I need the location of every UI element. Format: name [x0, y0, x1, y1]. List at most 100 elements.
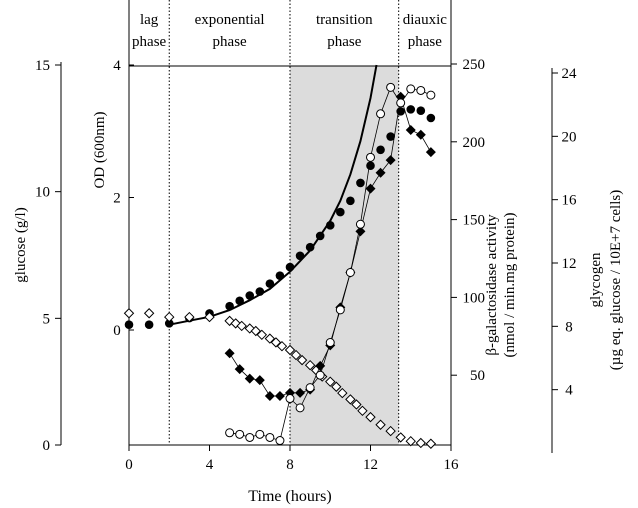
galactosidase-point	[325, 338, 335, 348]
glucose-point	[290, 349, 302, 361]
glucose-point	[345, 394, 356, 405]
axes: 0 4 8 12 16 Time (hours) 0 5 10 15 glucose (g/l) 0 2…	[13, 57, 624, 505]
x-tick-label: 0	[125, 457, 133, 473]
glycogen-point	[405, 125, 416, 135]
galactosidase-point	[305, 383, 315, 393]
glucose-tick-label: 15	[35, 58, 50, 74]
galactosidase-point	[386, 82, 396, 92]
glucose-point	[365, 411, 376, 423]
galactosidase-point	[285, 394, 295, 404]
series-marks	[123, 64, 437, 449]
glucose-tick-label: 5	[43, 311, 51, 327]
phase-label: diauxic	[403, 12, 447, 28]
glucose-point	[270, 337, 282, 348]
od-point	[164, 319, 174, 328]
galactosidase-axis-unit: (nmol / min.mg protein)	[502, 213, 518, 358]
od-tick-label: 0	[113, 323, 121, 339]
glycogen-point	[355, 226, 366, 237]
x-axis-title: Time (hours)	[248, 488, 331, 505]
glycogen-point	[244, 373, 255, 384]
galactosidase-point	[275, 436, 285, 446]
glucose-point	[256, 329, 268, 341]
od-point	[406, 105, 416, 114]
glycogen-tick-label: 8	[565, 319, 573, 335]
galactosidase-tick-label: 250	[463, 57, 486, 73]
od-point	[144, 320, 154, 330]
phase-labels: lag phase exponential phase transition phase d…	[132, 12, 447, 50]
x-tick-label: 16	[444, 457, 460, 473]
glucose-point	[375, 419, 386, 430]
phase-label: phase	[327, 34, 361, 50]
phase-label: phase	[408, 34, 442, 50]
glucose-point	[236, 320, 247, 332]
glucose-tick-label: 10	[35, 185, 50, 201]
glucose-point	[351, 399, 362, 410]
phase-label: phase	[132, 34, 166, 50]
phase-label: exponential	[195, 12, 265, 28]
glycogen-point	[415, 129, 426, 140]
glucose-axis-title: glucose (g/l)	[13, 207, 29, 282]
glucose-point	[143, 308, 155, 319]
glycogen-point	[425, 147, 436, 158]
glucose-point	[357, 405, 368, 417]
od-point	[245, 291, 255, 300]
phase-label: phase	[213, 34, 247, 50]
galactosidase-point	[265, 432, 275, 442]
od-point	[285, 262, 295, 272]
glycogen-tick-label: 20	[562, 129, 577, 145]
galactosidase-tick-label: 50	[470, 368, 485, 384]
glucose-point	[331, 381, 342, 392]
od-point	[124, 320, 134, 330]
od-tick-label: 2	[113, 191, 121, 207]
galactosidase-point	[315, 370, 325, 380]
galactosidase-tick-label: 200	[463, 135, 486, 151]
galactosidase-point	[426, 90, 436, 100]
glucose-point	[250, 325, 261, 337]
od-point	[366, 161, 375, 170]
glycogen-point	[224, 348, 235, 359]
glycogen-tick-label: 12	[562, 256, 577, 272]
galactosidase-point	[376, 109, 386, 119]
phase-label: transition	[316, 12, 373, 28]
glucose-point	[304, 359, 316, 371]
od-point	[376, 145, 385, 155]
galactosidase-point	[245, 432, 255, 442]
glycogen-point	[295, 387, 306, 398]
galactosidase-point	[345, 268, 355, 278]
plot-frame	[128, 0, 452, 446]
phase-label: lag	[140, 12, 159, 28]
od-point	[386, 132, 395, 141]
glucose-point	[405, 435, 416, 447]
glycogen-point	[254, 375, 265, 386]
glycogen-point	[385, 155, 396, 166]
galactosidase-tick-label: 100	[463, 290, 486, 306]
glycogen-point	[274, 391, 285, 401]
galactosidase-point	[235, 429, 245, 439]
glucose-point	[276, 340, 288, 352]
glucose-point	[164, 311, 175, 323]
glycogen-axis-title: glycogen	[588, 252, 604, 307]
glucose-point	[123, 308, 135, 319]
glucose-point	[395, 432, 406, 443]
glucose-point	[337, 387, 348, 399]
glycogen-point	[365, 183, 376, 194]
glucose-point	[204, 311, 215, 323]
glucose-point	[325, 376, 336, 387]
od-tick-label: 4	[113, 58, 121, 74]
glycogen-point	[234, 364, 245, 375]
galactosidase-point	[396, 98, 406, 108]
x-tick-label: 8	[286, 457, 294, 473]
galactosidase-point	[255, 429, 265, 439]
glycogen-point	[375, 167, 386, 178]
x-tick-label: 12	[363, 457, 378, 473]
galactosidase-point	[366, 152, 375, 162]
glucose-point	[385, 425, 396, 437]
galactosidase-point	[225, 428, 235, 438]
glucose-point	[425, 438, 437, 449]
glycogen-point	[264, 391, 275, 401]
glycogen-tick-label: 16	[562, 193, 578, 209]
od-point	[305, 242, 315, 252]
od-point	[356, 178, 365, 188]
galactosidase-point	[406, 84, 416, 94]
transition-shade	[290, 66, 399, 445]
